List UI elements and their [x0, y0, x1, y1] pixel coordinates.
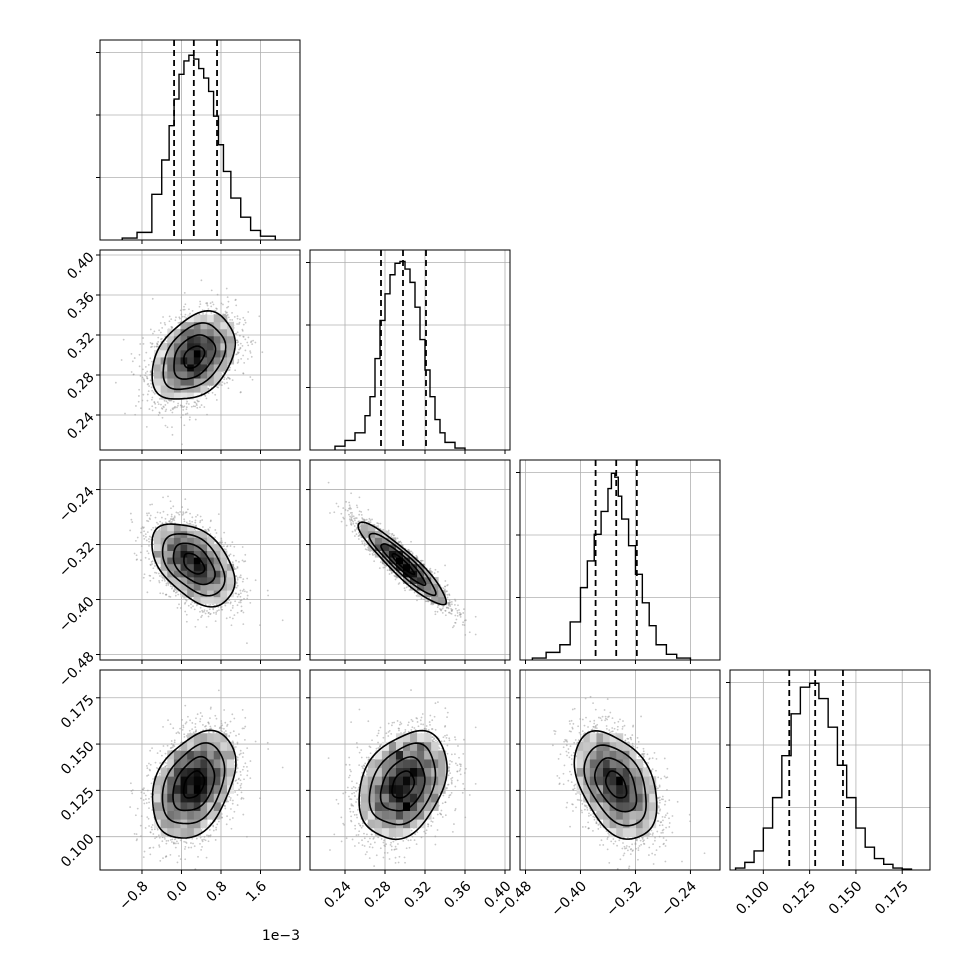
y-tick-label: 0.100 — [58, 831, 98, 871]
x-tick-label: 0.150 — [826, 878, 866, 918]
panel-frame-3-3 — [729, 669, 931, 871]
contour-1sigma — [380, 543, 427, 587]
ticks-2-1 — [306, 489, 506, 664]
histogram-2 — [531, 460, 692, 660]
gridlines-2-2 — [520, 460, 720, 660]
x-tick-label: −0.24 — [658, 878, 700, 920]
histogram-step-2 — [531, 472, 692, 660]
contour-1.5sigma — [368, 532, 437, 597]
panel-frame-2-1 — [309, 459, 511, 661]
contour-0.5sigma — [183, 345, 206, 369]
contour-2sigma — [573, 730, 658, 840]
gridlines-0-0 — [100, 40, 300, 240]
contour-2sigma — [151, 310, 237, 400]
x-tick-label: −0.32 — [603, 878, 645, 920]
y-tick-label: 0.28 — [64, 369, 97, 402]
x-tick-label: 0.24 — [321, 878, 354, 911]
panel-frame-1-1 — [309, 249, 511, 451]
panel-frame-3-2 — [519, 669, 721, 871]
panel-frame-2-0 — [99, 459, 301, 661]
ticks-3-3: 0.100 0.125 0.150 0.175 — [726, 682, 912, 918]
y-tick-label: 0.125 — [58, 785, 98, 825]
contour-1sigma — [594, 757, 638, 813]
x-tick-label: 0.125 — [780, 878, 820, 918]
histogram-step-3 — [734, 682, 913, 870]
x-tick-label: 0.175 — [872, 878, 912, 918]
density-panel-1-0 — [114, 279, 264, 446]
density-panel-3-2 — [551, 695, 706, 870]
contour-1.5sigma — [162, 322, 227, 391]
contour-1.5sigma — [161, 742, 226, 825]
density-panel-3-0 — [129, 689, 284, 870]
x-tick-label: −0.40 — [548, 878, 590, 920]
panel-frame-3-0 — [99, 669, 301, 871]
density-panel-3-1 — [327, 689, 477, 870]
panel-frame-2-2 — [519, 459, 721, 661]
y-tick-label: 0.175 — [58, 692, 98, 732]
y-tick-label: −0.48 — [56, 649, 98, 691]
y-tick-label: −0.40 — [56, 594, 98, 636]
y-tick-label: 0.150 — [58, 738, 98, 778]
x-tick-label: 0.36 — [441, 878, 474, 911]
histogram-0 — [121, 40, 277, 240]
x-tick-label: 0.32 — [401, 878, 434, 911]
ticks-2-2 — [516, 472, 691, 664]
histogram-step-0 — [121, 54, 277, 240]
ticks-0-0 — [96, 52, 261, 244]
contour-2sigma — [151, 523, 236, 608]
x-tick-label: 0.8 — [204, 878, 231, 905]
gridlines-1-1 — [310, 250, 510, 450]
x-tick-label: 0.28 — [361, 878, 394, 911]
gridlines-3-3 — [730, 670, 930, 870]
x-tick-label: 1.6 — [243, 878, 270, 905]
contour-2sigma — [151, 729, 237, 839]
contour-1sigma — [172, 755, 216, 812]
y-tick-label: 0.36 — [64, 289, 97, 322]
contour-1sigma — [172, 542, 216, 586]
contour-0.5sigma — [604, 770, 628, 799]
y-tick-label: −0.32 — [56, 539, 98, 581]
histogram-1 — [334, 250, 466, 450]
y-tick-label: 0.40 — [64, 249, 97, 282]
gridlines-2-1 — [310, 460, 510, 660]
x-tick-label: 0.100 — [733, 878, 773, 918]
contour-0.5sigma — [391, 770, 416, 799]
ticks-1-1 — [306, 262, 506, 454]
panel-frame-3-1 — [309, 669, 511, 871]
contour-1.5sigma — [583, 744, 647, 827]
contour-0.5sigma — [391, 552, 416, 576]
density-panel-2-0 — [129, 495, 284, 645]
contour-1.5sigma — [368, 742, 437, 826]
contour-1sigma — [379, 756, 426, 812]
histogram-3 — [734, 670, 913, 870]
contour-1sigma — [173, 334, 217, 380]
y-tick-label: −0.24 — [56, 484, 98, 526]
x-axis-offset-label: 1e−3 — [262, 928, 300, 944]
contour-0.5sigma — [183, 552, 206, 575]
hist2d-bins-2-1 — [360, 524, 446, 604]
contour-1.5sigma — [161, 533, 226, 597]
histogram-step-1 — [334, 260, 466, 450]
x-tick-label: 0.0 — [164, 878, 191, 905]
contour-2sigma — [358, 729, 448, 841]
density-panel-2-1 — [327, 481, 477, 636]
contour-2sigma — [357, 521, 448, 606]
x-tick-label: −0.8 — [116, 878, 151, 913]
y-tick-label: 0.24 — [64, 409, 97, 442]
contour-0.5sigma — [182, 770, 206, 799]
panel-frame-0-0 — [99, 39, 301, 241]
panel-frame-1-0 — [99, 249, 301, 451]
y-tick-label: 0.32 — [64, 329, 97, 362]
